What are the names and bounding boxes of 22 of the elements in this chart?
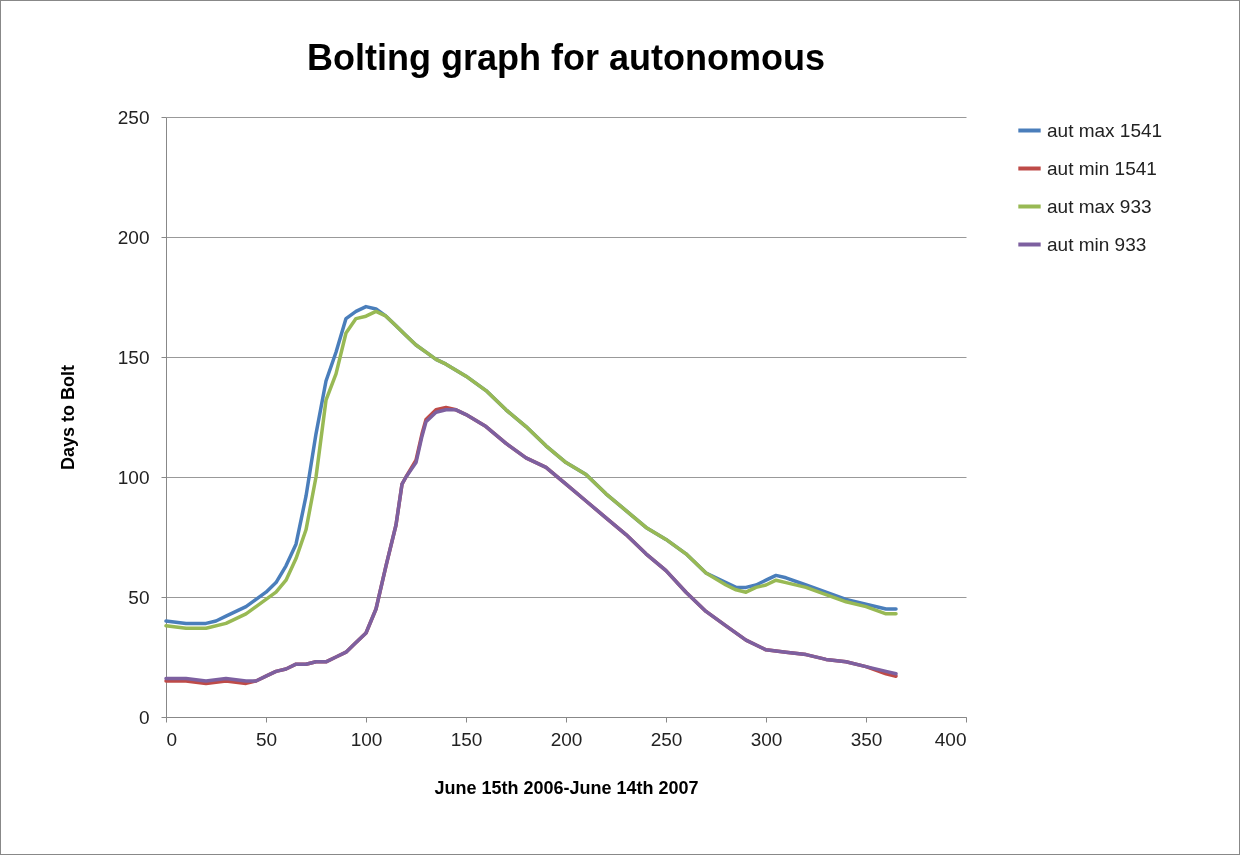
x-tick-label: 50	[255, 728, 278, 750]
y-tick-label: 0	[138, 706, 150, 728]
x-tick-label: 150	[450, 728, 483, 750]
x-tick-label: 350	[850, 728, 883, 750]
x-tick-label: 300	[750, 728, 783, 750]
legend-label: aut min 933	[1047, 233, 1147, 255]
x-tick-label: 200	[550, 728, 583, 750]
chart-title: Bolting graph for autonomous	[307, 37, 825, 78]
y-tick-label: 200	[117, 226, 150, 248]
x-tick-label: 0	[166, 728, 178, 750]
x-tick-label: 400	[934, 728, 967, 750]
legend-label: aut max 1541	[1047, 119, 1163, 141]
x-tick-label: 250	[650, 728, 683, 750]
y-tick-label: 250	[117, 106, 150, 128]
x-axis-title: June 15th 2006-June 14th 2007	[434, 777, 699, 798]
y-tick-label: 50	[128, 586, 150, 608]
legend-label: aut min 1541	[1047, 157, 1157, 179]
y-tick-label: 150	[117, 346, 150, 368]
y-axis-title: Days to Bolt	[57, 364, 78, 471]
y-tick-label: 100	[117, 466, 150, 488]
legend-label: aut max 933	[1047, 195, 1152, 217]
x-tick-label: 100	[350, 728, 383, 750]
